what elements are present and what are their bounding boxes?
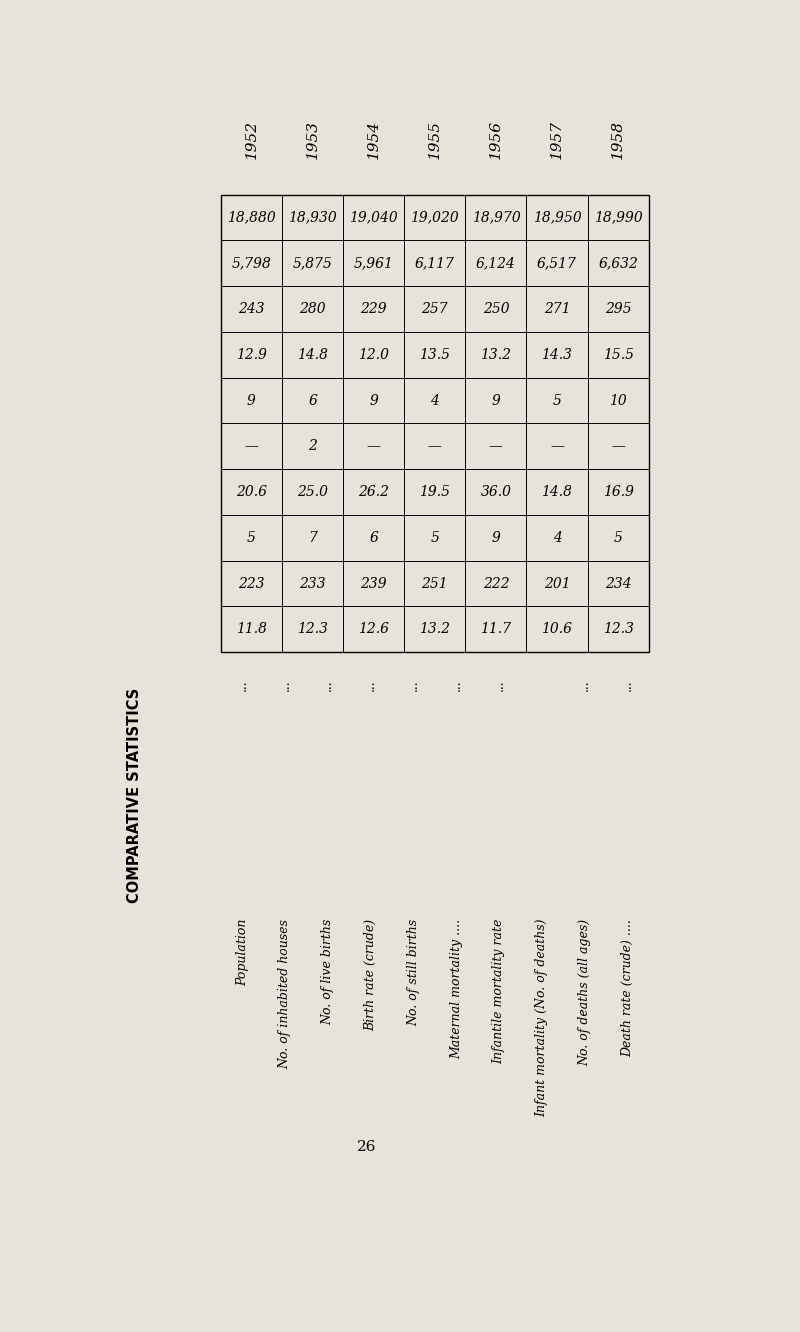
Text: ...: ... xyxy=(621,679,634,691)
Text: No. of live births: No. of live births xyxy=(322,919,334,1026)
Text: 223: 223 xyxy=(238,577,265,590)
Text: No. of deaths (all ages): No. of deaths (all ages) xyxy=(578,919,591,1066)
Text: 4: 4 xyxy=(430,393,439,408)
Text: 11.8: 11.8 xyxy=(236,622,267,637)
Text: 5,875: 5,875 xyxy=(293,256,333,270)
Text: Birth rate (crude): Birth rate (crude) xyxy=(364,919,377,1031)
Text: 16.9: 16.9 xyxy=(602,485,634,500)
Text: —: — xyxy=(245,440,258,453)
Text: 15.5: 15.5 xyxy=(602,348,634,362)
Text: 12.3: 12.3 xyxy=(602,622,634,637)
Text: 201: 201 xyxy=(544,577,570,590)
Text: ...: ... xyxy=(278,679,291,691)
Text: 11.7: 11.7 xyxy=(481,622,511,637)
Text: 13.5: 13.5 xyxy=(419,348,450,362)
Text: 9: 9 xyxy=(370,393,378,408)
Text: ...: ... xyxy=(493,679,506,691)
Text: 9: 9 xyxy=(247,393,256,408)
Text: Population: Population xyxy=(236,919,249,986)
Text: 229: 229 xyxy=(360,302,387,316)
Text: 280: 280 xyxy=(299,302,326,316)
Text: 9: 9 xyxy=(491,393,500,408)
Text: 1955: 1955 xyxy=(428,120,442,159)
Text: 6,517: 6,517 xyxy=(537,256,577,270)
Text: 251: 251 xyxy=(422,577,448,590)
Text: 243: 243 xyxy=(238,302,265,316)
Text: ...: ... xyxy=(322,679,334,691)
Text: 26: 26 xyxy=(357,1139,376,1154)
Text: 5: 5 xyxy=(247,530,256,545)
Text: 1953: 1953 xyxy=(306,120,319,159)
Text: 233: 233 xyxy=(299,577,326,590)
Text: 4: 4 xyxy=(553,530,562,545)
Text: 13.2: 13.2 xyxy=(481,348,511,362)
Text: 250: 250 xyxy=(482,302,510,316)
Text: 25.0: 25.0 xyxy=(297,485,328,500)
Text: 18,880: 18,880 xyxy=(227,210,276,225)
Text: ...: ... xyxy=(578,679,591,691)
Text: 12.9: 12.9 xyxy=(236,348,267,362)
Text: 14.8: 14.8 xyxy=(542,485,573,500)
Text: 14.8: 14.8 xyxy=(297,348,328,362)
Text: 5: 5 xyxy=(430,530,439,545)
Text: 12.0: 12.0 xyxy=(358,348,389,362)
Text: 9: 9 xyxy=(491,530,500,545)
Text: 14.3: 14.3 xyxy=(542,348,573,362)
Text: No. of inhabited houses: No. of inhabited houses xyxy=(278,919,291,1068)
Text: 6: 6 xyxy=(308,393,317,408)
Text: Maternal mortality ....: Maternal mortality .... xyxy=(450,919,462,1059)
Text: 10.6: 10.6 xyxy=(542,622,573,637)
Text: 18,930: 18,930 xyxy=(288,210,337,225)
Text: —: — xyxy=(611,440,625,453)
Text: 20.6: 20.6 xyxy=(236,485,267,500)
Text: 271: 271 xyxy=(544,302,570,316)
Text: 1957: 1957 xyxy=(550,120,564,159)
Text: —: — xyxy=(428,440,442,453)
Text: 12.6: 12.6 xyxy=(358,622,389,637)
Text: —: — xyxy=(489,440,503,453)
Text: 18,950: 18,950 xyxy=(533,210,582,225)
Text: 6: 6 xyxy=(370,530,378,545)
Text: 18,990: 18,990 xyxy=(594,210,642,225)
Text: ...: ... xyxy=(407,679,420,691)
Text: COMPARATIVE STATISTICS: COMPARATIVE STATISTICS xyxy=(126,689,142,903)
Text: 5,961: 5,961 xyxy=(354,256,394,270)
Text: Death rate (crude) ....: Death rate (crude) .... xyxy=(621,919,634,1056)
Text: —: — xyxy=(550,440,564,453)
Text: 1954: 1954 xyxy=(366,120,381,159)
Text: 1956: 1956 xyxy=(489,120,503,159)
Text: 5: 5 xyxy=(553,393,562,408)
Text: 1958: 1958 xyxy=(611,120,625,159)
Text: 2: 2 xyxy=(308,440,317,453)
Text: 10: 10 xyxy=(610,393,627,408)
Text: ...: ... xyxy=(236,679,249,691)
Text: 5,798: 5,798 xyxy=(231,256,271,270)
Text: 6,124: 6,124 xyxy=(476,256,516,270)
Text: 1952: 1952 xyxy=(245,120,258,159)
Text: 295: 295 xyxy=(605,302,631,316)
Text: 7: 7 xyxy=(308,530,317,545)
Text: 6,117: 6,117 xyxy=(415,256,454,270)
Text: 257: 257 xyxy=(422,302,448,316)
Text: 12.3: 12.3 xyxy=(297,622,328,637)
Text: 234: 234 xyxy=(605,577,631,590)
Text: 5: 5 xyxy=(614,530,622,545)
Text: 19,040: 19,040 xyxy=(350,210,398,225)
Text: 19.5: 19.5 xyxy=(419,485,450,500)
Text: Infantile mortality rate: Infantile mortality rate xyxy=(493,919,506,1064)
Text: 36.0: 36.0 xyxy=(481,485,511,500)
Text: ...: ... xyxy=(364,679,377,691)
Text: Infant mortality (No. of deaths): Infant mortality (No. of deaths) xyxy=(535,919,548,1118)
Text: —: — xyxy=(366,440,381,453)
Text: No. of still births: No. of still births xyxy=(407,919,420,1026)
Text: ...: ... xyxy=(450,679,462,691)
Text: 19,020: 19,020 xyxy=(410,210,459,225)
Text: 13.2: 13.2 xyxy=(419,622,450,637)
Text: 26.2: 26.2 xyxy=(358,485,389,500)
Text: 222: 222 xyxy=(482,577,510,590)
Text: 239: 239 xyxy=(360,577,387,590)
Text: 18,970: 18,970 xyxy=(471,210,520,225)
Text: 6,632: 6,632 xyxy=(598,256,638,270)
